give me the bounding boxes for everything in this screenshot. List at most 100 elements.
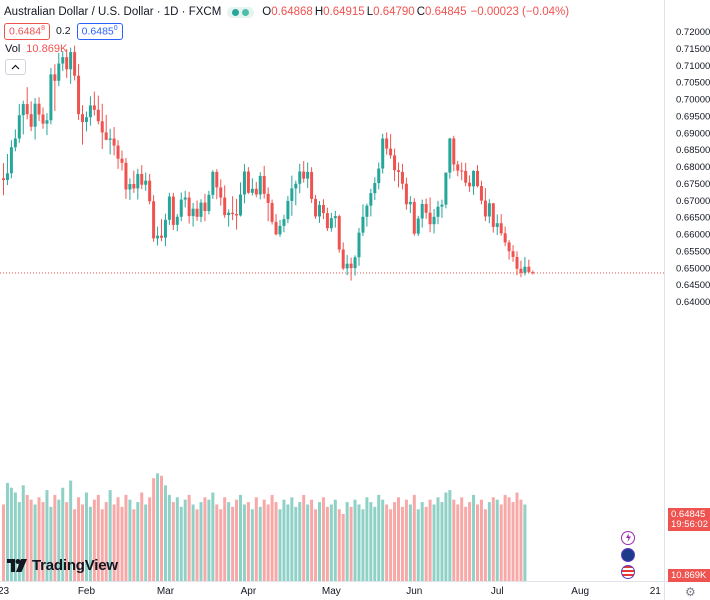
candle-body bbox=[211, 171, 215, 195]
candle-body bbox=[61, 57, 65, 64]
volume-bar bbox=[239, 494, 242, 581]
volume-bar bbox=[369, 502, 373, 581]
candle-body bbox=[152, 201, 156, 239]
volume-bar bbox=[69, 480, 73, 581]
candle-body bbox=[266, 193, 270, 203]
volume-bar bbox=[235, 499, 239, 581]
candle-body bbox=[353, 257, 357, 269]
candle-body bbox=[290, 188, 294, 201]
symbol-title[interactable]: Australian Dollar / U.S. Dollar · 1D · F… bbox=[4, 6, 222, 18]
candle-body bbox=[408, 201, 412, 205]
candle-body bbox=[17, 115, 21, 139]
candle-body bbox=[171, 196, 175, 225]
candle-body bbox=[187, 197, 191, 217]
candle-body bbox=[207, 194, 211, 212]
candle-body bbox=[444, 172, 448, 205]
candle-body bbox=[369, 193, 373, 206]
volume-bar bbox=[476, 504, 479, 581]
candle-body bbox=[345, 263, 349, 269]
candle-body bbox=[464, 170, 468, 183]
volume-bar bbox=[424, 506, 428, 581]
candle-body bbox=[41, 114, 45, 124]
candle-body bbox=[400, 171, 404, 184]
change-value: −0.00023 (−0.04%) bbox=[470, 6, 570, 18]
candle-body bbox=[468, 182, 472, 187]
volume-bar bbox=[191, 504, 195, 581]
candle-body bbox=[250, 188, 254, 193]
volume-bar bbox=[310, 499, 314, 581]
volume-bar bbox=[120, 506, 124, 581]
quote-row: 0.64848 0.2 0.64850 bbox=[4, 23, 123, 40]
volume-bar bbox=[519, 499, 523, 581]
y-tick-label: 0.71000 bbox=[676, 61, 710, 72]
us-flag-icon[interactable] bbox=[621, 565, 635, 579]
volume-bar bbox=[314, 509, 318, 581]
volume-bar bbox=[144, 504, 148, 581]
volume-bar bbox=[416, 509, 420, 581]
volume-bar bbox=[61, 487, 65, 581]
y-tick-label: 0.66500 bbox=[676, 213, 710, 224]
candle-body bbox=[479, 186, 483, 201]
volume-bar bbox=[5, 482, 9, 581]
volume-bar bbox=[81, 504, 84, 581]
candle-body bbox=[286, 200, 290, 220]
candle-body bbox=[49, 74, 53, 121]
candle-body bbox=[45, 120, 49, 124]
tradingview-logo[interactable]: TradingView bbox=[7, 557, 118, 574]
candle-body bbox=[531, 272, 535, 274]
event-icon[interactable] bbox=[621, 548, 635, 562]
candle-body bbox=[167, 196, 171, 220]
volume-bar bbox=[408, 504, 412, 581]
volume-bar bbox=[373, 506, 377, 581]
y-tick-label: 0.68500 bbox=[676, 145, 710, 156]
volume-bar bbox=[132, 509, 136, 581]
candle-body bbox=[491, 203, 495, 227]
volume-bar bbox=[156, 473, 160, 581]
candle-body bbox=[160, 235, 163, 238]
volume-bar bbox=[511, 502, 515, 581]
open-value: 0.64868 bbox=[271, 6, 313, 18]
candle-body bbox=[436, 206, 440, 217]
volume-bar bbox=[128, 499, 132, 581]
volume-bar bbox=[487, 502, 491, 581]
volume-bar bbox=[507, 497, 511, 581]
candle-body bbox=[53, 74, 57, 81]
volume-bar bbox=[9, 487, 13, 581]
candle-body bbox=[507, 242, 511, 252]
collapse-legend-button[interactable] bbox=[5, 59, 26, 75]
candle-body bbox=[231, 212, 235, 215]
candle-body bbox=[128, 184, 132, 190]
volume-bar bbox=[203, 497, 207, 581]
volume-bar bbox=[183, 499, 187, 581]
data-status-dot bbox=[242, 8, 250, 16]
volume-bar bbox=[152, 478, 156, 581]
volume-bar bbox=[13, 492, 17, 581]
volume-bar bbox=[393, 502, 397, 581]
y-tick-label: 0.65500 bbox=[676, 246, 710, 257]
volume-bar bbox=[282, 499, 286, 581]
candle-body bbox=[416, 218, 420, 234]
volume-bar bbox=[460, 497, 464, 581]
y-tick-label: 0.64500 bbox=[676, 280, 710, 291]
candle-body bbox=[175, 216, 179, 225]
candle-body bbox=[527, 266, 531, 273]
candle-body bbox=[254, 188, 258, 195]
volume-legend[interactable]: Vol 10.869K bbox=[5, 43, 67, 55]
candle-body bbox=[88, 105, 92, 118]
volume-bar bbox=[171, 502, 175, 581]
volume-bar bbox=[270, 494, 274, 581]
sell-button[interactable]: 0.64848 bbox=[4, 23, 51, 40]
candle-body bbox=[179, 199, 183, 217]
volume-bar bbox=[124, 494, 128, 581]
low-value: 0.64790 bbox=[373, 6, 415, 18]
candle-body bbox=[108, 138, 112, 140]
settings-icon[interactable]: ⚙ bbox=[685, 585, 696, 599]
volume-bar bbox=[140, 492, 144, 581]
dividend-icon[interactable] bbox=[621, 531, 635, 545]
buy-button[interactable]: 0.64850 bbox=[76, 23, 123, 40]
volume-bar bbox=[88, 506, 92, 581]
candle-body bbox=[373, 183, 377, 194]
market-status-badge[interactable] bbox=[227, 6, 255, 18]
volume-bar bbox=[353, 499, 357, 581]
